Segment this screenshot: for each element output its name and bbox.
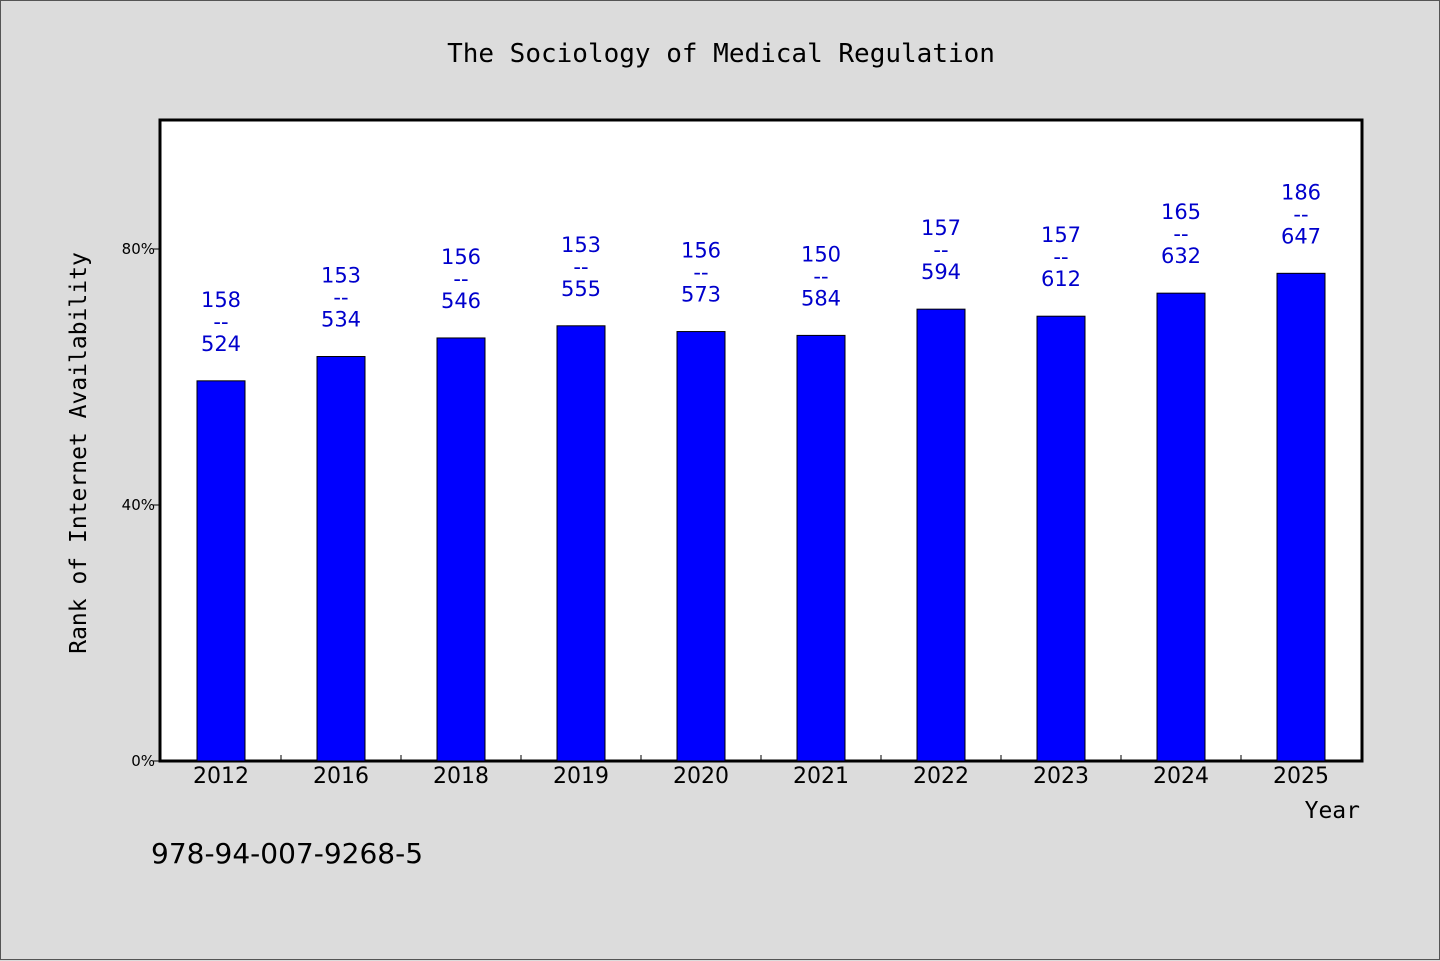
data-label-sep-2023: -- [1053, 245, 1068, 269]
x-tick-label-2016: 2016 [313, 764, 369, 789]
data-label-sep-2018: -- [453, 267, 468, 291]
x-tick-label-2019: 2019 [553, 764, 609, 789]
x-axis: 2012 2016 2018 2019 2020 2021 2022 2023 2024 2025 [193, 755, 1329, 789]
data-label-sep-2021: -- [813, 264, 828, 288]
bar-2012 [196, 380, 246, 762]
x-tick-label-2023: 2023 [1033, 764, 1089, 789]
data-label-top-2012: 158 [201, 288, 241, 312]
data-label-bottom-2021: 584 [801, 286, 841, 310]
data-label-top-2024: 165 [1161, 200, 1201, 224]
data-label-bottom-2024: 632 [1161, 244, 1201, 268]
x-tick-label-2024: 2024 [1153, 764, 1209, 789]
data-label-sep-2024: -- [1173, 222, 1188, 246]
data-label-sep-2022: -- [933, 238, 948, 262]
bar-2020 [676, 331, 726, 762]
bar-2022 [916, 308, 966, 762]
x-tick-label-2018: 2018 [433, 764, 489, 789]
data-label-top-2019: 153 [561, 233, 601, 257]
data-label-bottom-2025: 647 [1281, 224, 1321, 248]
y-axis: 0% 40% 80% [122, 240, 161, 770]
data-label-sep-2025: -- [1293, 202, 1308, 226]
data-label-sep-2020: -- [693, 261, 708, 285]
y-tick-label-80: 80% [122, 240, 155, 258]
bar-2025 [1276, 272, 1326, 762]
data-label-top-2021: 150 [801, 242, 841, 266]
data-label-sep-2016: -- [333, 286, 348, 310]
bar-2023 [1036, 315, 1086, 762]
data-label-top-2025: 186 [1281, 180, 1321, 204]
data-label-sep-2012: -- [213, 310, 228, 334]
x-tick-label-2020: 2020 [673, 764, 729, 789]
bar-2018 [436, 337, 486, 762]
data-label-bottom-2018: 546 [441, 289, 481, 313]
x-tick-label-2012: 2012 [193, 764, 249, 789]
bar-2016 [316, 356, 366, 762]
chart-title: The Sociology of Medical Regulation [447, 39, 995, 69]
isbn-footer: 978-94-007-9268-5 [151, 837, 423, 870]
bar-2021 [796, 334, 846, 762]
y-axis-title: Rank of Internet Availability [66, 252, 92, 654]
x-tick-label-2025: 2025 [1273, 764, 1329, 789]
bar-2024 [1156, 292, 1206, 762]
data-label-top-2018: 156 [441, 245, 481, 269]
data-label-bottom-2020: 573 [681, 283, 721, 307]
data-label-bottom-2012: 524 [201, 332, 241, 356]
data-label-sep-2019: -- [573, 255, 588, 279]
x-axis-title: Year [1305, 798, 1360, 824]
y-tick-label-0: 0% [131, 752, 155, 770]
data-label-bottom-2019: 555 [561, 277, 601, 301]
data-label-top-2020: 156 [681, 239, 721, 263]
data-label-bottom-2016: 534 [321, 308, 361, 332]
x-tick-label-2022: 2022 [913, 764, 969, 789]
data-label-bottom-2023: 612 [1041, 267, 1081, 291]
data-label-bottom-2022: 594 [921, 260, 961, 284]
data-label-top-2016: 153 [321, 264, 361, 288]
y-tick-label-40: 40% [122, 496, 155, 514]
data-label-top-2022: 157 [921, 216, 961, 240]
data-label-top-2023: 157 [1041, 223, 1081, 247]
bars-layer [196, 272, 1326, 762]
data-labels-layer: 158--524153--534156--546153--555156--573… [201, 180, 1321, 356]
bar-2019 [556, 325, 606, 762]
x-tick-label-2021: 2021 [793, 764, 849, 789]
